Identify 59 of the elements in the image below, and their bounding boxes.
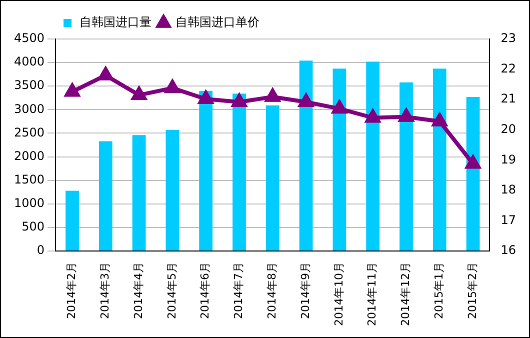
- y2-tick-label: 22: [500, 61, 516, 76]
- x-tick-label: 2015年1月: [432, 262, 446, 320]
- bar: [400, 82, 413, 251]
- point: [198, 90, 214, 104]
- bar: [132, 135, 146, 251]
- y-tick-label: 1500: [14, 172, 45, 186]
- bar: [98, 141, 112, 251]
- y2-tick-label: 23: [500, 31, 516, 46]
- x-tick-label: 2014年2月: [65, 262, 78, 320]
- y-tick-label: 2000: [14, 148, 45, 163]
- legend-label: 自韩国进口量: [80, 15, 152, 30]
- bar: [332, 68, 346, 251]
- y2-tick-label: 21: [500, 92, 516, 106]
- x-tick-label: 2014年7月: [232, 262, 246, 320]
- y-tick-label: 4500: [14, 31, 45, 46]
- y-tick-label: 1000: [14, 196, 45, 210]
- y-tick-label: 3500: [14, 78, 45, 92]
- y-tick-label: 4000: [14, 54, 45, 69]
- bar: [432, 68, 446, 251]
- x-tick-label: 2014年4月: [132, 262, 145, 320]
- y-tick-label: 500: [22, 220, 45, 234]
- point: [265, 88, 280, 102]
- x-tick-label: 2014年6月: [198, 262, 212, 320]
- y2-tick-label: 18: [500, 182, 516, 197]
- y-tick-label: 3000: [14, 102, 45, 116]
- point: [399, 108, 414, 122]
- x-tick-label: 2014年8月: [265, 262, 278, 320]
- bar: [366, 62, 380, 251]
- point: [298, 94, 314, 107]
- point: [98, 67, 113, 80]
- y2-tick-label: 16: [500, 243, 516, 258]
- x-tick-label: 2014年11月: [366, 262, 379, 326]
- x-tick-label: 2014年12月: [399, 262, 412, 326]
- bar: [166, 130, 180, 251]
- point: [432, 113, 447, 126]
- x-tick-label: 2015年2月: [466, 262, 479, 320]
- y2-tick-label: 17: [500, 212, 516, 227]
- x-tick-label: 2014年10月: [332, 262, 346, 326]
- bar: [66, 190, 79, 251]
- y-tick-label: 0: [36, 243, 45, 258]
- point: [332, 100, 347, 114]
- legend-label: 自韩国进口单价: [176, 15, 260, 30]
- point: [232, 94, 246, 107]
- point: [65, 84, 80, 97]
- point: [466, 156, 480, 169]
- point: [132, 87, 146, 100]
- bar: [199, 90, 213, 251]
- y2-tick-label: 19: [500, 152, 516, 166]
- bar: [232, 94, 246, 251]
- x-tick-label: 2014年5月: [165, 262, 178, 320]
- bar: [299, 60, 313, 251]
- x-tick-label: 2014年3月: [98, 262, 112, 320]
- point: [165, 80, 180, 94]
- x-tick-label: 2014年9月: [298, 262, 312, 320]
- point: [366, 110, 380, 123]
- y-tick-label: 2500: [14, 125, 45, 140]
- bar: [466, 96, 480, 251]
- bar: [266, 105, 280, 251]
- y2-tick-label: 20: [500, 122, 516, 136]
